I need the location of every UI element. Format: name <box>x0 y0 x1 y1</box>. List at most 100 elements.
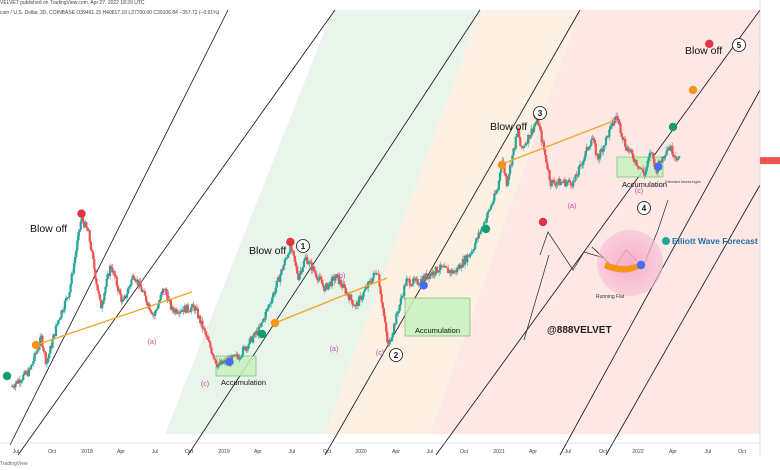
candle <box>558 178 561 186</box>
candle <box>131 275 134 280</box>
candle <box>397 311 400 313</box>
candle <box>284 258 287 260</box>
candle <box>335 274 338 278</box>
candle <box>164 289 167 290</box>
candle <box>60 310 63 318</box>
candle <box>311 266 315 271</box>
candle <box>150 311 153 315</box>
candle <box>636 165 639 167</box>
candle <box>271 297 274 303</box>
candle <box>239 357 242 359</box>
candle <box>401 296 405 297</box>
channel-line <box>9 9 229 446</box>
trendline <box>274 277 388 324</box>
candle <box>629 149 632 151</box>
candle <box>76 240 79 251</box>
candle <box>246 346 249 349</box>
candle <box>647 157 650 161</box>
candle <box>571 185 574 187</box>
time-tick-label: Jul <box>289 449 296 455</box>
candle <box>90 249 94 252</box>
candle <box>119 289 122 295</box>
candle <box>33 353 36 361</box>
green-dot <box>257 329 267 339</box>
blow-off-dot <box>705 39 714 48</box>
candle <box>317 278 320 281</box>
candle <box>667 147 671 149</box>
time-tick-label: Oct <box>323 449 332 455</box>
candle <box>620 133 623 137</box>
candle <box>294 262 298 267</box>
candle <box>372 272 375 278</box>
candle <box>329 281 333 286</box>
candle <box>325 283 328 287</box>
candle <box>214 359 218 364</box>
candle <box>232 354 236 357</box>
candle <box>403 285 406 297</box>
candle <box>594 143 597 155</box>
candle <box>160 291 163 295</box>
candle <box>608 129 611 138</box>
candle <box>69 284 72 293</box>
candle <box>152 313 156 316</box>
candle <box>364 286 367 290</box>
publish-info: VELVET published on TradingView.com, Apr… <box>0 0 145 6</box>
candle <box>457 267 460 269</box>
channel-line <box>324 9 581 456</box>
candle <box>563 179 566 183</box>
candle <box>671 146 674 155</box>
accumulation-label: Accumulation <box>221 378 266 387</box>
candle <box>43 351 46 353</box>
candle <box>209 342 212 348</box>
candle <box>268 303 272 305</box>
candle <box>280 269 283 275</box>
candle <box>554 183 557 186</box>
candle <box>238 357 241 360</box>
candle <box>531 128 534 133</box>
candle <box>12 385 15 388</box>
candle <box>658 160 662 163</box>
candle <box>520 146 523 147</box>
candle <box>635 159 638 166</box>
candle <box>13 387 16 388</box>
candle <box>352 304 355 306</box>
candle <box>289 242 292 254</box>
candle <box>27 368 30 377</box>
candle <box>568 179 571 183</box>
candle <box>491 204 494 206</box>
candle <box>445 267 449 269</box>
candle <box>132 275 135 279</box>
candle <box>336 274 339 276</box>
candle <box>505 176 508 186</box>
candle <box>79 221 82 230</box>
candle <box>328 281 331 285</box>
candle <box>319 276 322 280</box>
channel-line <box>187 9 481 456</box>
candle <box>188 311 192 313</box>
candle <box>165 289 168 295</box>
candle <box>19 381 23 384</box>
candle <box>587 147 591 150</box>
candle <box>192 304 195 307</box>
candle <box>199 315 202 324</box>
candle <box>116 285 120 292</box>
candle <box>353 305 356 307</box>
candle <box>28 368 32 370</box>
price-axis-panel <box>760 0 780 455</box>
candle <box>163 288 166 290</box>
candle <box>306 256 309 264</box>
candle <box>122 298 125 301</box>
accumulation-box <box>215 355 257 377</box>
time-tick-label: Jul <box>565 449 572 455</box>
candle <box>651 152 654 154</box>
candle <box>390 337 393 342</box>
candle <box>575 174 578 177</box>
candle <box>321 283 325 286</box>
candle <box>177 312 180 314</box>
candle <box>388 339 391 345</box>
candle <box>569 182 573 186</box>
candle <box>448 270 451 273</box>
candle <box>94 269 97 279</box>
candle <box>48 353 51 358</box>
candle <box>494 193 497 195</box>
